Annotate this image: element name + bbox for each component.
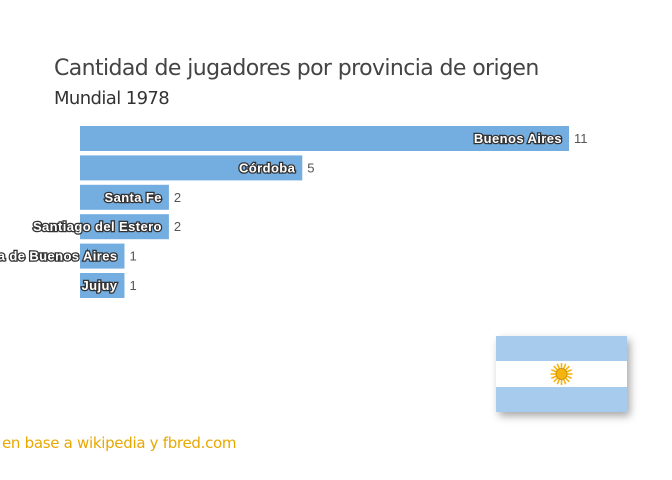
chart-subtitle: Mundial 1978 [54,88,170,109]
category-label-4: Provincia de Buenos Aires [0,249,117,264]
bar-4 [80,243,125,269]
category-label-5: Jujuy [81,278,117,293]
category-label-2: Santa Fe [105,190,162,205]
bar-3 [80,214,169,240]
value-label-0: 11 [574,131,588,146]
bar-2 [80,184,169,210]
source-note: en base a wikipedia y fbred.com [2,434,237,452]
value-label-1: 5 [307,160,314,175]
value-label-4: 1 [129,249,136,264]
bar-0 [80,126,569,151]
value-label-3: 2 [174,219,181,234]
value-label-5: 1 [129,278,136,293]
category-label-1: Córdoba [239,160,296,175]
argentina-flag-icon [496,336,627,412]
bar-5 [80,273,125,298]
bar-1 [80,155,303,181]
category-label-0: Buenos Aires [474,131,562,146]
category-label-3: Santiago del Estero [33,219,162,234]
chart-title: Cantidad de jugadores por provincia de o… [54,56,539,81]
value-label-2: 2 [174,190,181,205]
